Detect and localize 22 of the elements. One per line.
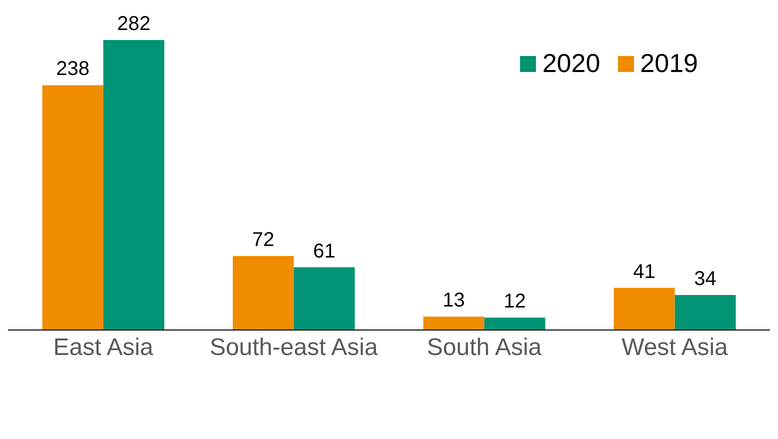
- x-tick-label: West Asia: [622, 334, 729, 362]
- bar: [674, 295, 736, 330]
- data-label: 41: [633, 260, 656, 283]
- bar: [614, 288, 675, 330]
- x-tick-label: East Asia: [53, 334, 154, 362]
- bar: [484, 318, 546, 330]
- data-label: 282: [117, 13, 150, 35]
- legend-label: 2020: [542, 48, 600, 79]
- data-label: 238: [56, 58, 90, 80]
- bar: [294, 267, 355, 330]
- data-label: 72: [252, 228, 274, 251]
- bar: [42, 85, 104, 330]
- legend-label: 2019: [640, 48, 698, 79]
- x-tick-label: South-east Asia: [210, 334, 378, 362]
- bar: [232, 256, 294, 330]
- data-label: 34: [694, 268, 716, 290]
- data-label: 61: [313, 240, 336, 262]
- data-label: 13: [442, 290, 465, 312]
- bar: [423, 316, 484, 330]
- x-tick-label: South Asia: [426, 334, 542, 362]
- bar: [103, 40, 164, 330]
- data-label: 12: [504, 290, 526, 313]
